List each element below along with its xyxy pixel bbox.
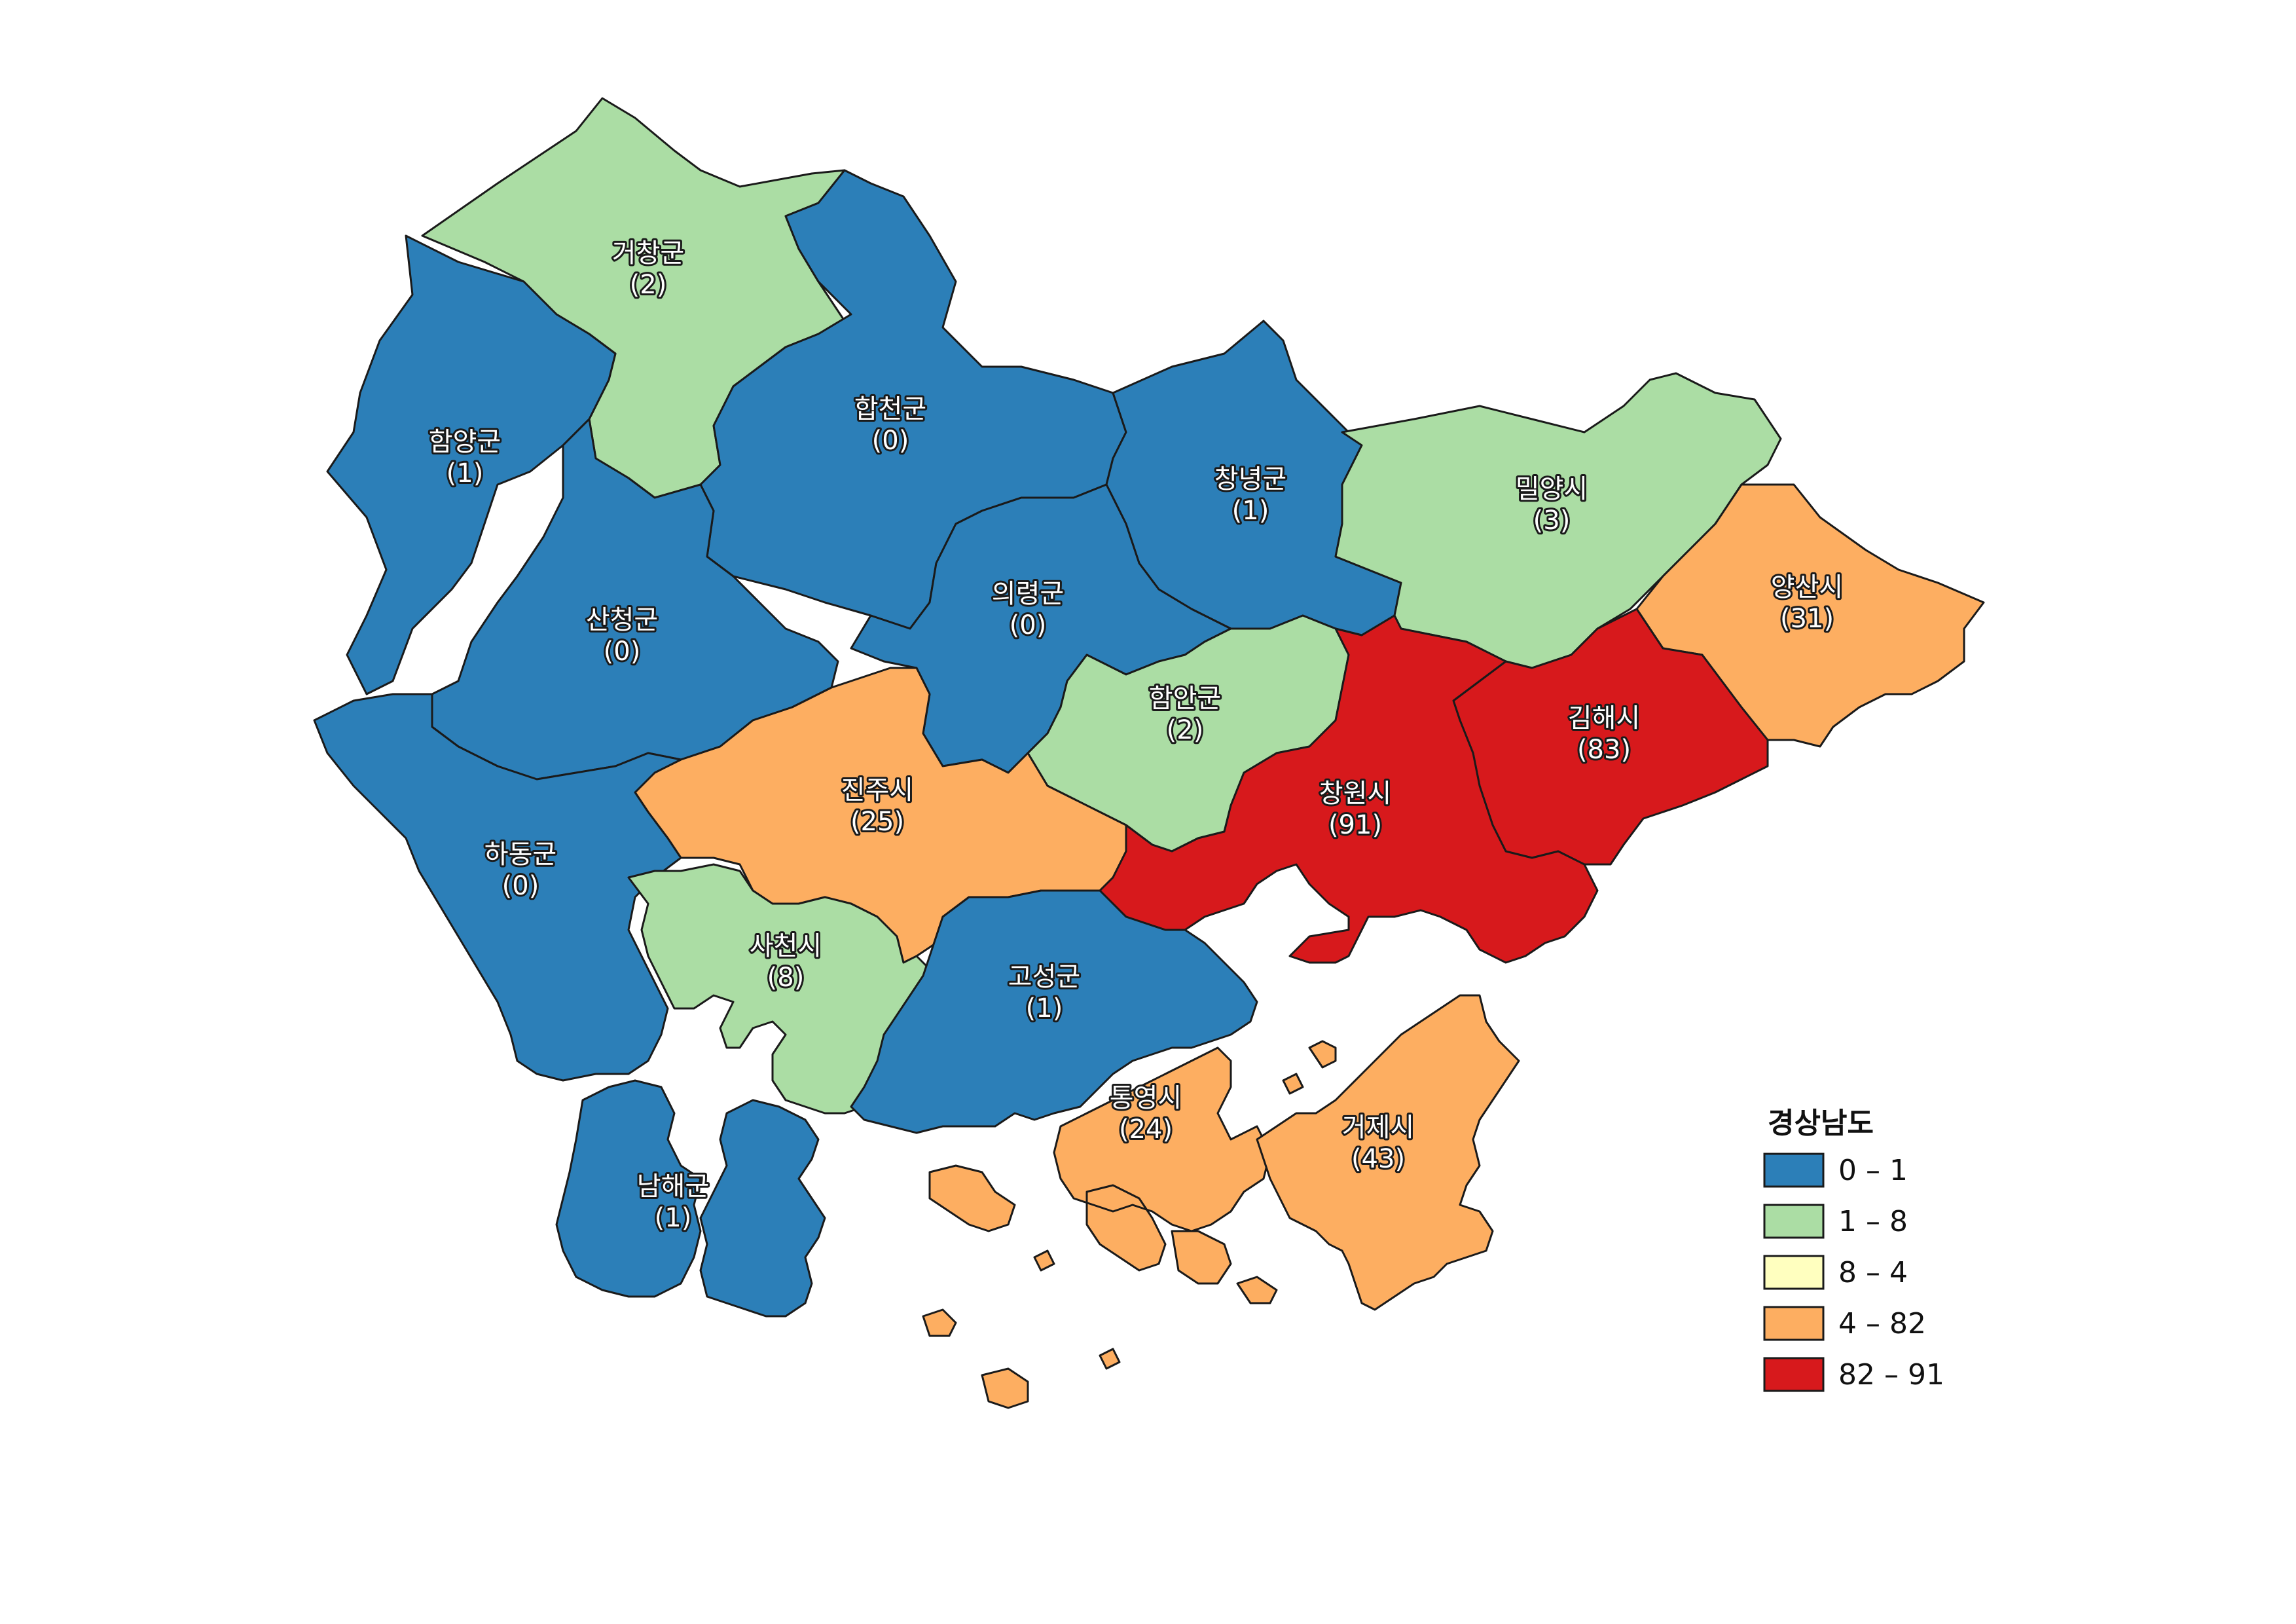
region-goseong[interactable] <box>850 889 1258 1134</box>
region-label-sacheon: 사천시 <box>750 931 822 961</box>
region-value-hamyang: (1) <box>446 458 484 489</box>
region-value-changwon: (91) <box>1328 810 1382 840</box>
legend-swatch-0 <box>1763 1153 1825 1188</box>
region-label-tongyeong: 통영시 <box>1110 1083 1182 1113</box>
region-value-sacheon: (8) <box>767 963 805 993</box>
region-value-gimhae: (83) <box>1577 735 1631 765</box>
region-label-yangsan: 양산시 <box>1771 572 1843 602</box>
region-value-changnyeong: (1) <box>1232 496 1269 526</box>
region-label-haman: 함안군 <box>1149 684 1221 714</box>
region-tongyeong[interactable] <box>922 1046 1278 1409</box>
region-geoje[interactable] <box>1256 994 1520 1311</box>
legend: 경상남도 0 – 1 1 – 8 8 – 4 4 – 82 82 – 91 <box>1763 1107 1944 1392</box>
legend-label-3: 4 – 82 <box>1838 1307 1926 1340</box>
region-value-uiryeong: (0) <box>1010 610 1047 640</box>
region-label-goseong: 고성군 <box>1008 962 1080 992</box>
region-label-geochang: 거창군 <box>612 238 684 268</box>
region-value-geoje: (43) <box>1351 1144 1405 1174</box>
legend-label-2: 8 – 4 <box>1838 1256 1908 1289</box>
legend-items: 0 – 1 1 – 8 8 – 4 4 – 82 82 – 91 <box>1763 1153 1944 1392</box>
region-value-hadong: (0) <box>502 871 539 901</box>
region-label-changwon: 창원시 <box>1319 779 1391 809</box>
labels-layer: 거창군(2)함양군(1)합천군(0)창녕군(1)밀양시(3)양산시(31)산청군… <box>427 236 1845 1235</box>
legend-swatch-3 <box>1763 1306 1825 1341</box>
region-value-miryang: (3) <box>1533 506 1571 536</box>
region-namhae[interactable] <box>555 1079 826 1318</box>
region-value-goseong: (1) <box>1026 993 1063 1024</box>
region-label-sancheong: 산청군 <box>586 605 658 635</box>
region-value-jinju: (25) <box>850 807 904 837</box>
legend-label-0: 0 – 1 <box>1838 1154 1908 1187</box>
region-value-yangsan: (31) <box>1780 604 1834 634</box>
legend-label-1: 1 – 8 <box>1838 1205 1908 1238</box>
region-hamyang[interactable] <box>326 234 617 695</box>
region-label-namhae: 남해군 <box>637 1172 709 1202</box>
legend-label-4: 82 – 91 <box>1838 1358 1944 1392</box>
region-label-hamyang: 함양군 <box>429 427 501 457</box>
region-label-jinju: 진주시 <box>841 775 913 805</box>
region-label-miryang: 밀양시 <box>1516 474 1588 504</box>
region-value-tongyeong: (24) <box>1119 1115 1173 1145</box>
region-label-geoje: 거제시 <box>1342 1113 1414 1143</box>
region-value-hapcheon: (0) <box>872 426 909 456</box>
region-value-geochang: (2) <box>630 270 667 300</box>
regions-layer <box>313 97 1985 1409</box>
region-value-namhae: (1) <box>655 1203 692 1233</box>
region-value-sancheong: (0) <box>604 637 641 667</box>
region-label-uiryeong: 의령군 <box>992 579 1064 609</box>
region-label-gimhae: 김해시 <box>1568 703 1640 733</box>
region-label-hapcheon: 합천군 <box>854 394 926 424</box>
region-label-hadong: 하동군 <box>484 840 556 870</box>
legend-title: 경상남도 <box>1768 1107 1874 1140</box>
legend-swatch-2 <box>1763 1255 1825 1290</box>
region-hadong[interactable] <box>313 693 682 1082</box>
region-value-haman: (2) <box>1167 715 1204 745</box>
legend-swatch-1 <box>1763 1204 1825 1239</box>
region-changwon[interactable] <box>1099 614 1599 964</box>
legend-swatch-4 <box>1763 1357 1825 1392</box>
region-label-changnyeong: 창녕군 <box>1214 464 1286 494</box>
